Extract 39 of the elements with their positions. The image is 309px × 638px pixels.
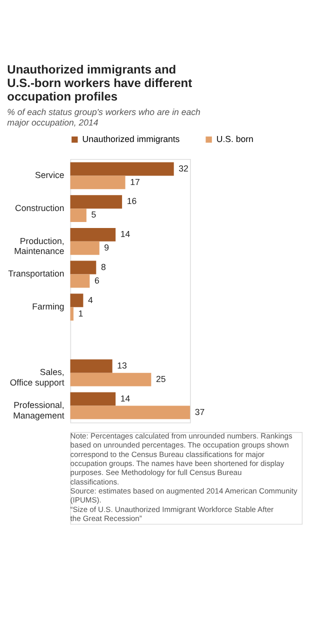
y-tick-label: Farming [32, 302, 64, 312]
bar [70, 406, 190, 420]
y-tick-label: Construction [15, 202, 64, 213]
data-label: 8 [100, 262, 106, 272]
data-label: 1 [78, 308, 84, 318]
bar [70, 162, 174, 176]
chart-subtitle: % of each status group's workers who are in each major occupation, 2014 [7, 107, 200, 128]
bar [70, 241, 100, 255]
data-label: 4 [88, 294, 93, 305]
bar [70, 294, 84, 308]
bar [70, 176, 126, 190]
bar [70, 392, 116, 406]
data-label: 25 [156, 374, 166, 384]
bar [70, 372, 152, 386]
data-label: 9 [104, 242, 110, 253]
data-label: 37 [194, 406, 205, 417]
bar [70, 208, 86, 222]
bar [70, 307, 74, 321]
data-label: 16 [126, 196, 137, 206]
bar [70, 195, 122, 209]
data-label: 17 [130, 176, 140, 187]
y-tick-label: Production, Maintenance [14, 236, 64, 256]
bar [70, 228, 116, 242]
legend-label: U.S. born [216, 134, 254, 144]
legend-label: Unauthorized immigrants [82, 134, 180, 144]
data-label: 14 [120, 393, 130, 404]
data-label: 6 [94, 275, 100, 286]
data-label: 5 [91, 210, 96, 220]
chart-title: Unauthorized immigrants and U.S.-born workers have different occupation profiles [7, 62, 192, 104]
y-tick-label: Service [35, 170, 64, 180]
bar [70, 359, 112, 373]
data-label: 14 [120, 229, 130, 240]
y-tick-label: Transportation [8, 268, 64, 279]
bar [70, 260, 96, 274]
y-tick-label: Professional, Management [13, 400, 65, 420]
bar [70, 274, 90, 288]
y-tick-label: Sales, Office support [10, 367, 65, 388]
data-label: 13 [117, 360, 128, 370]
data-label: 32 [178, 163, 189, 174]
